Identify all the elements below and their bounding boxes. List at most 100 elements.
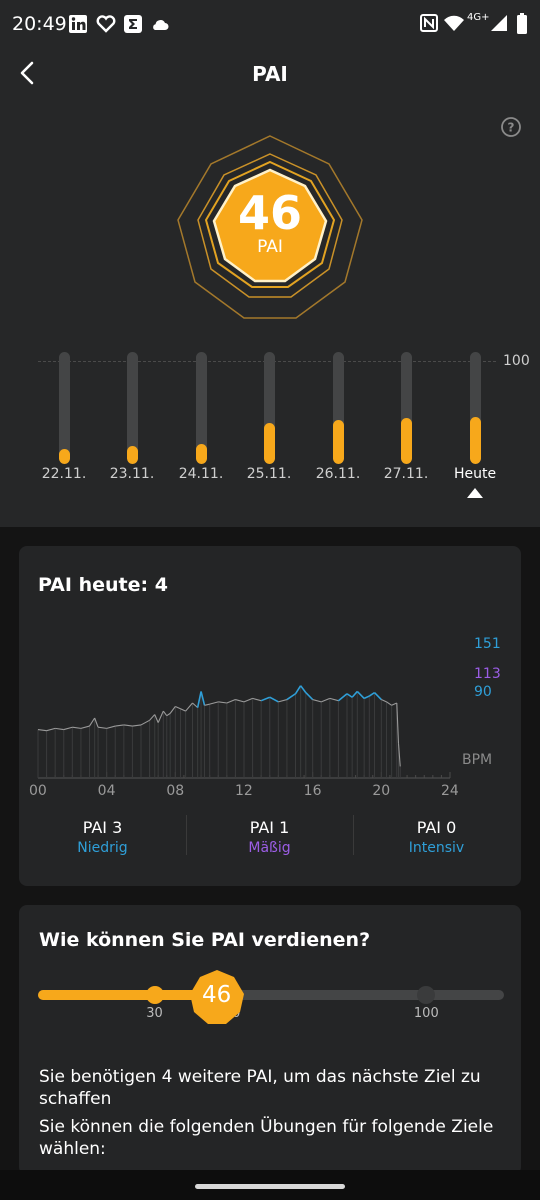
- weekly-bar-track[interactable]: [263, 352, 275, 464]
- chart-series-segment: [363, 695, 370, 700]
- help-circle-icon[interactable]: ?: [500, 116, 522, 138]
- zone-moderate: PAI 1 Mäßig: [187, 818, 352, 856]
- slider-current-value: 46: [201, 982, 232, 1008]
- system-nav-bar: [0, 1170, 540, 1200]
- chart-series-segment: [286, 693, 296, 701]
- chart-series-segment: [154, 714, 159, 723]
- earn-card: [19, 905, 521, 1175]
- zone-intense: PAI 0 Intensiv: [354, 818, 519, 856]
- x-tick-label: 08: [166, 783, 185, 799]
- weekly-bar-fill: [195, 443, 207, 464]
- slider-milestone-label: 30: [146, 1006, 163, 1021]
- chart-series-segment: [329, 697, 339, 702]
- info-text-exercises: Sie können die folgenden Übungen für fol…: [39, 1117, 494, 1159]
- chart-series-segment: [243, 697, 253, 703]
- weekly-bar-fill: [126, 446, 138, 464]
- chart-series-segment: [169, 706, 176, 714]
- slider-milestone-dot: [417, 986, 436, 1004]
- slider-track: [38, 990, 504, 1000]
- chart-series-segment: [346, 693, 353, 698]
- linkedin-icon: [69, 15, 87, 33]
- zone-low: PAI 3 Niedrig: [20, 818, 185, 856]
- weekly-bar-track[interactable]: [195, 352, 207, 464]
- chart-series-segment: [196, 691, 202, 708]
- chart-series-segment: [368, 691, 375, 697]
- chart-series-segment: [94, 717, 99, 728]
- chart-series-segment: [37, 728, 47, 732]
- chart-series-segment: [185, 702, 193, 712]
- chart-series-segment: [381, 699, 387, 703]
- home-gesture-handle[interactable]: [195, 1184, 345, 1189]
- status-time: 20:49: [12, 13, 67, 35]
- zone-moderate-name: Mäßig: [248, 840, 291, 856]
- chart-series-segment: [337, 693, 348, 702]
- y-axis-unit: BPM: [462, 752, 493, 768]
- slider-thumb[interactable]: [188, 968, 246, 1026]
- pai-goal-slider[interactable]: 3050100 46: [38, 968, 504, 1028]
- cloud-icon: [153, 20, 169, 30]
- chart-series-segment: [204, 703, 210, 706]
- weekly-bar-label: 27.11.: [383, 466, 429, 482]
- chart-series-segment: [260, 696, 271, 702]
- chart-series-segment: [72, 726, 81, 729]
- x-tick-label: 16: [303, 783, 322, 799]
- x-tick-label: 20: [372, 783, 391, 799]
- pai-badge: [177, 135, 363, 319]
- y-marker-151: 151: [474, 636, 501, 652]
- zone-divider: [353, 815, 354, 855]
- zone-low-name: Niedrig: [77, 840, 128, 856]
- weekly-bar-fill: [263, 422, 275, 464]
- today-marker: [467, 488, 483, 498]
- zone-intense-name: Intensiv: [408, 840, 465, 856]
- y-marker-90: 90: [474, 684, 492, 700]
- weekly-bar-label: 22.11.: [41, 466, 87, 482]
- chevron-left-icon[interactable]: [14, 58, 42, 88]
- zone-moderate-value: PAI 1: [249, 818, 290, 837]
- chart-series-segment: [386, 701, 392, 706]
- chart-series-segment: [209, 701, 219, 705]
- weekly-bar-track[interactable]: [126, 352, 138, 464]
- weekly-bar-label: 23.11.: [109, 466, 155, 482]
- chart-series-segment: [149, 714, 156, 721]
- slider-fill: [38, 990, 217, 1000]
- chart-series-segment: [391, 702, 398, 706]
- chart-series-segment: [63, 726, 73, 731]
- wifi-icon: [444, 15, 464, 31]
- chart-series-segment: [278, 699, 288, 703]
- mobile-signal-icon: [491, 15, 507, 31]
- weekly-bar-track[interactable]: [58, 352, 70, 464]
- chart-series-segment: [89, 717, 96, 727]
- weekly-bar-fill: [58, 449, 70, 464]
- chart-series-segment: [218, 701, 227, 704]
- weekly-bar-label: 24.11.: [178, 466, 224, 482]
- chart-series-segment: [140, 719, 150, 726]
- weekly-bar-fill: [469, 416, 481, 464]
- network-type: 4G+: [467, 12, 490, 23]
- chart-series-segment: [373, 692, 382, 701]
- chart-series-segment: [98, 726, 107, 729]
- chart-series-segment: [162, 710, 168, 717]
- weekly-pai-chart: 100 22.11. 23.11. 24.11. 25.11. 26.11. 27.11.…: [0, 340, 540, 510]
- weekly-bar-label: 26.11.: [315, 466, 361, 482]
- x-tick-label: 00: [29, 783, 47, 799]
- weekly-bar-track[interactable]: [469, 352, 481, 464]
- earn-title: Wie können Sie PAI verdienen?: [39, 929, 371, 951]
- weekly-bar-track[interactable]: [332, 352, 344, 464]
- chart-series-segment: [252, 697, 262, 702]
- badge-inner-ring: [204, 160, 336, 288]
- chart-series-segment: [175, 705, 181, 710]
- x-tick-label: 24: [441, 783, 459, 799]
- slider-milestone-label: 100: [413, 1006, 439, 1021]
- heart-icon: [96, 15, 116, 33]
- status-bar: 20:49 4G+: [0, 0, 540, 50]
- badge-core: [212, 168, 328, 283]
- chart-series-segment: [166, 712, 171, 717]
- badge-mid-ring: [197, 153, 343, 298]
- chart-series-segment: [157, 710, 164, 723]
- chart-series-segment: [180, 708, 186, 712]
- sigma-app-icon: [124, 15, 142, 33]
- weekly-bar-track[interactable]: [400, 352, 412, 464]
- today-title: PAI heute: 4: [38, 574, 168, 596]
- zone-low-value: PAI 3: [82, 818, 123, 837]
- chart-series-segment: [305, 692, 314, 701]
